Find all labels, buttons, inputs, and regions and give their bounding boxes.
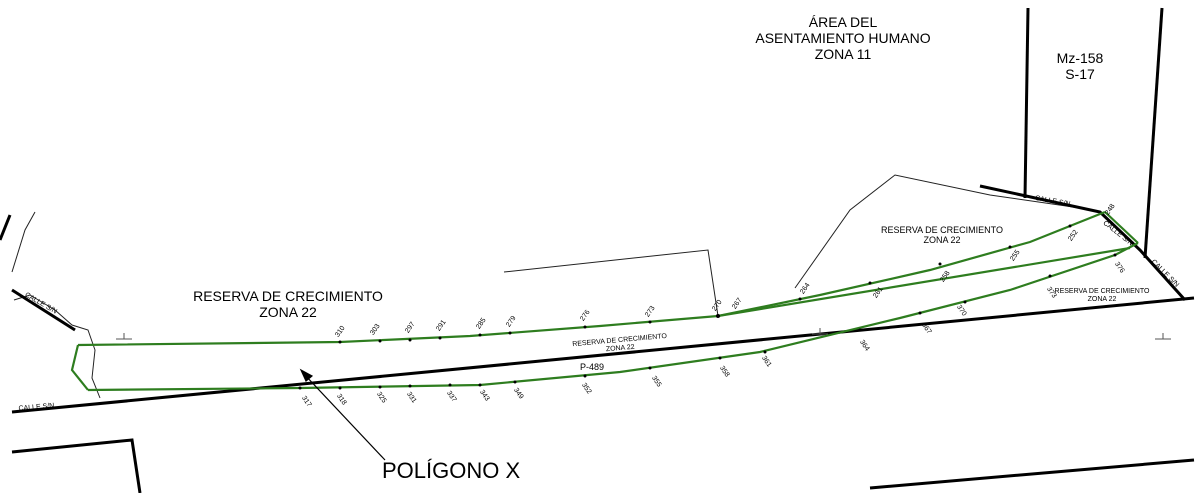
poligono-x-label: POLÍGONO X (382, 458, 521, 483)
reserva-right-top-label: RESERVA DE CRECIMIENTO ZONA 22 (880, 225, 1004, 246)
road-left-top (11, 288, 76, 332)
terrain-line-top (503, 249, 719, 317)
polygon-middle-edge (717, 246, 1131, 318)
road-bottom-left (11, 438, 142, 493)
road-left-edge (0, 214, 12, 241)
poligono-arrow (303, 373, 386, 461)
terrain-line-left-inner (13, 294, 101, 399)
terrain-line-hill (794, 174, 1081, 289)
road-bottom-right (869, 458, 1195, 490)
lot-boundary-vertical-1 (1023, 7, 1030, 199)
lot-boundary-vertical-2 (1143, 7, 1164, 259)
zona11-label: ÁREA DEL ASENTAMIENTO HUMANO ZONA 11 (755, 14, 931, 63)
manzana-label: Mz-158 S-17 (1056, 50, 1104, 83)
p489-label: P-489 (579, 362, 605, 372)
reserva-far-right-label: RESERVA DE CRECIMIENTO ZONA 22 (1054, 288, 1150, 304)
polygon-left-edge (70, 344, 89, 391)
arrow-head (299, 368, 314, 382)
reserva-left-label: RESERVA DE CRECIMIENTO ZONA 22 (193, 288, 383, 321)
road-main-diagonal (11, 296, 1195, 414)
road-top-right (979, 184, 1187, 302)
polygon-lower-edge (87, 242, 1139, 392)
terrain-line-left (11, 211, 36, 273)
polygon-right-edge (1104, 211, 1139, 244)
